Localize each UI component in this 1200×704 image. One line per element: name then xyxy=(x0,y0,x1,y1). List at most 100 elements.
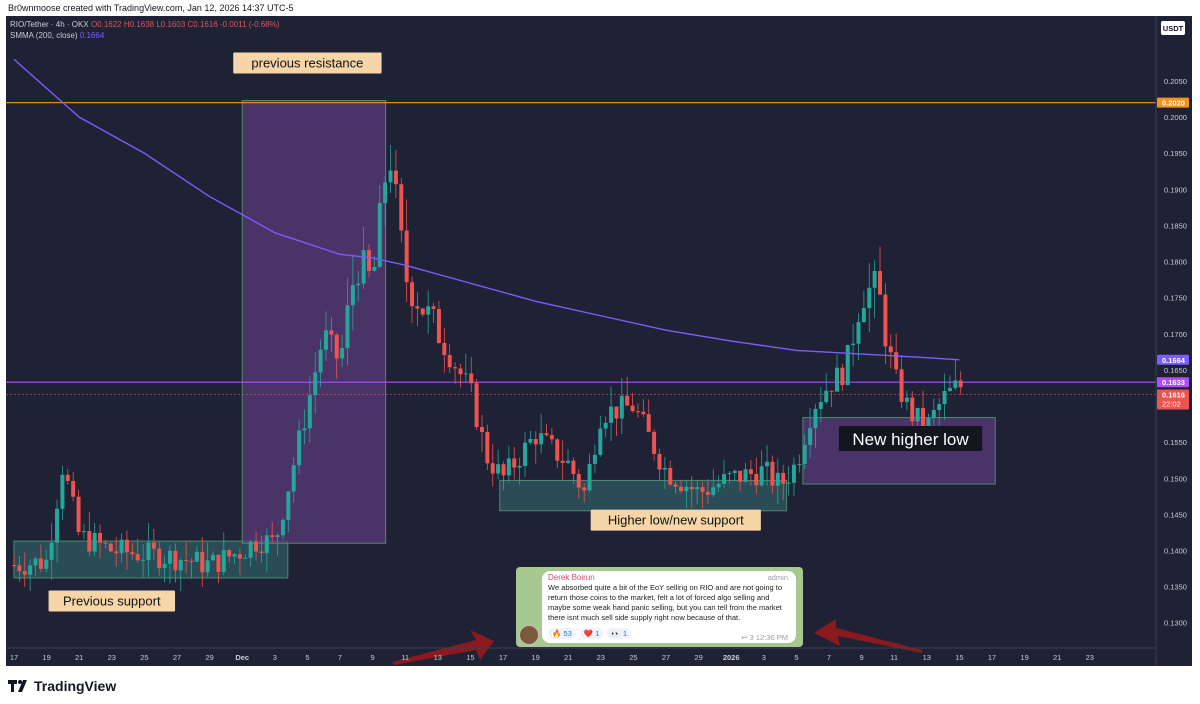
reaction-heart[interactable]: ❤️ 1 xyxy=(579,628,604,639)
price-axis-bg xyxy=(1156,16,1192,666)
price-badge xyxy=(1157,377,1189,388)
annotation-label: Previous support xyxy=(48,590,176,612)
candle-body xyxy=(549,435,554,440)
candle-body xyxy=(781,472,786,484)
candle-body xyxy=(458,368,463,375)
candle-body xyxy=(124,539,129,553)
annotation-bg xyxy=(233,52,382,74)
candle-body xyxy=(270,535,275,538)
candle-body xyxy=(512,458,517,468)
candle-body xyxy=(571,460,576,475)
candle-body xyxy=(754,473,759,486)
annotation-text: Higher low/new support xyxy=(608,513,744,528)
candle-body xyxy=(770,461,775,486)
chart-area[interactable]: previous resistance Previous support Highe… xyxy=(6,16,1192,666)
price-tick-label: 0.2000 xyxy=(1164,113,1187,122)
candle-body xyxy=(829,390,834,392)
reaction-eyes[interactable]: 👀 1 xyxy=(607,628,631,639)
candle-body xyxy=(910,397,915,422)
candle-body xyxy=(501,464,506,476)
time-tick-label: Dec xyxy=(235,653,249,662)
candle-body xyxy=(146,542,151,560)
avatar xyxy=(519,625,539,645)
candle-body xyxy=(523,442,528,466)
candle-body xyxy=(98,532,103,543)
time-tick-label: 23 xyxy=(108,653,116,662)
time-tick-label: 19 xyxy=(42,653,50,662)
indicator-name: SMMA (200, close) xyxy=(10,31,78,40)
candle-body xyxy=(254,541,259,552)
price-tick-label: 0.1800 xyxy=(1164,258,1187,267)
candle-body xyxy=(367,250,372,271)
candle-body xyxy=(463,373,468,375)
candle-body xyxy=(662,467,667,470)
candle-body xyxy=(178,560,183,571)
time-tick-label: 15 xyxy=(466,653,474,662)
candle-body xyxy=(958,380,963,388)
ohlc-open: O0.1622 xyxy=(90,20,122,29)
candle-body xyxy=(759,466,764,486)
price-badge xyxy=(1157,354,1189,365)
candle-body xyxy=(38,558,43,569)
price-chart[interactable]: previous resistance Previous support Highe… xyxy=(6,16,1192,666)
candle-body xyxy=(399,184,404,231)
indicator-value: 0.1664 xyxy=(79,31,105,40)
ohlc-change: -0.0011 (-0.68%) xyxy=(220,20,280,29)
candle-body xyxy=(194,551,199,562)
price-tick-label: 0.1950 xyxy=(1164,149,1187,158)
message-bubble: Derek Boirun admin We absorbed quite a b… xyxy=(542,571,796,643)
ohlc-high: H0.1638 xyxy=(123,20,155,29)
message-role: admin xyxy=(767,573,788,582)
candle-body xyxy=(404,230,409,283)
annotation-bg xyxy=(590,509,761,531)
candle-body xyxy=(619,395,624,419)
candle-body xyxy=(496,464,501,474)
candle-body xyxy=(797,464,802,466)
time-tick-label: 19 xyxy=(1020,653,1028,662)
candle-body xyxy=(103,542,108,544)
candle-body xyxy=(237,554,242,559)
candle-body xyxy=(695,487,700,490)
candle-body xyxy=(28,565,33,575)
candle-body xyxy=(641,411,646,415)
annotation-bg xyxy=(48,590,176,612)
candle-body xyxy=(216,554,221,572)
annotation-text: previous resistance xyxy=(251,55,363,70)
price-badge-text: 0.1633 xyxy=(1162,378,1185,387)
reaction-fire[interactable]: 🔥 53 xyxy=(548,628,576,639)
candle-body xyxy=(383,182,388,203)
time-tick-label: 27 xyxy=(173,653,181,662)
candle-body xyxy=(318,349,323,373)
price-tick-label: 0.1850 xyxy=(1164,221,1187,230)
time-tick-label: 11 xyxy=(401,653,409,662)
annotation-label: Higher low/new support xyxy=(590,509,761,531)
telegram-message-card: Derek Boirun admin We absorbed quite a b… xyxy=(516,567,803,647)
candle-body xyxy=(765,461,770,467)
candle-body xyxy=(587,463,592,491)
candle-body xyxy=(189,560,194,562)
arrow-left xyxy=(392,630,494,665)
time-tick-label: 7 xyxy=(827,653,831,662)
candle-body xyxy=(947,387,952,392)
candle-body xyxy=(323,330,328,350)
time-tick-label: 23 xyxy=(597,653,605,662)
time-tick-label: 7 xyxy=(338,653,342,662)
price-tick-label: 0.1550 xyxy=(1164,438,1187,447)
annotation-text: Previous support xyxy=(63,594,161,609)
candle-body xyxy=(533,438,538,445)
candle-body xyxy=(851,343,856,346)
candle-body xyxy=(248,541,253,558)
price-badge-countdown: 22:02 xyxy=(1162,399,1181,408)
time-tick-label: 23 xyxy=(1086,653,1094,662)
candle-body xyxy=(173,550,178,571)
candle-body xyxy=(485,431,490,464)
candle-body xyxy=(200,551,205,573)
candle-body xyxy=(280,519,285,536)
candle-body xyxy=(630,405,635,412)
tradingview-logo[interactable]: TradingView xyxy=(8,678,116,694)
price-axis: 0.1300 0.1350 0.1400 0.1450 0.1500 0.1550 0.16… xyxy=(1155,16,1192,666)
time-tick-label: 25 xyxy=(629,653,637,662)
candle-body xyxy=(447,355,452,368)
time-tick-label: 9 xyxy=(860,653,864,662)
time-tick-label: 13 xyxy=(923,653,931,662)
